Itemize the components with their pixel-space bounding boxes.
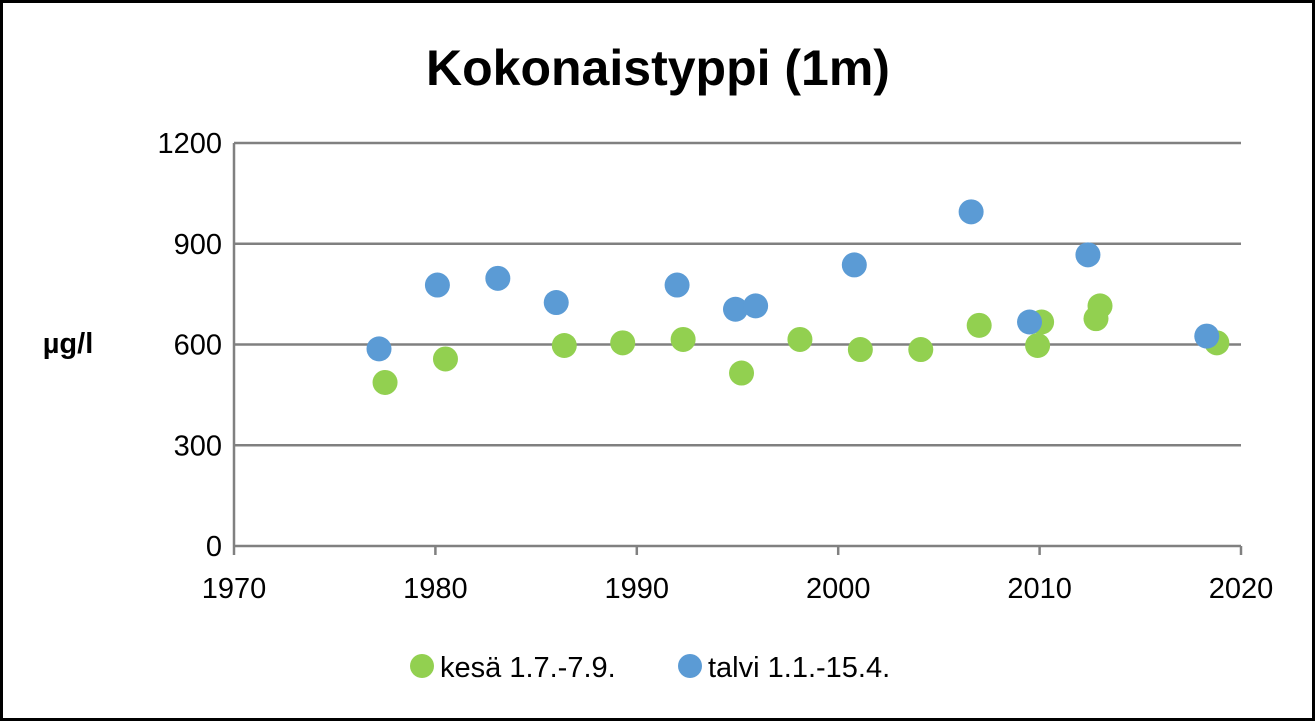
- x-tick-label: 2010: [1007, 573, 1072, 605]
- x-tick-labels: 1970 1980 1990 2000 2010 2020: [202, 573, 1274, 605]
- data-point: [425, 273, 450, 298]
- data-point: [729, 361, 754, 386]
- data-point: [367, 336, 392, 361]
- data-point: [743, 293, 768, 318]
- legend-marker: [678, 654, 702, 678]
- y-tick-label: 900: [174, 229, 222, 261]
- data-point: [610, 330, 635, 355]
- data-point: [1088, 293, 1113, 318]
- y-tick-label: 1200: [157, 128, 222, 160]
- x-tick-label: 2020: [1209, 573, 1274, 605]
- legend-label: talvi 1.1.-15.4.: [708, 652, 890, 684]
- data-point: [967, 313, 992, 338]
- data-point: [1017, 309, 1042, 334]
- legend-label: kesä 1.7.-7.9.: [440, 652, 616, 684]
- data-point: [908, 337, 933, 362]
- data-point: [433, 346, 458, 371]
- data-point: [1025, 333, 1050, 358]
- x-tick-label: 1990: [605, 573, 670, 605]
- x-tick-label: 2000: [806, 573, 871, 605]
- legend-marker: [410, 654, 434, 678]
- y-tick-labels: 0 300 600 900 1200: [157, 128, 222, 563]
- data-point: [848, 337, 873, 362]
- x-tick-label: 1980: [403, 573, 468, 605]
- data-point: [787, 327, 812, 352]
- gridlines: [234, 143, 1241, 445]
- y-tick-label: 0: [206, 531, 222, 563]
- y-tick-label: 300: [174, 430, 222, 462]
- data-point: [1075, 242, 1100, 267]
- data-point: [671, 327, 696, 352]
- data-point: [959, 199, 984, 224]
- data-point: [1194, 324, 1219, 349]
- data-point: [665, 273, 690, 298]
- legend: kesä 1.7.-7.9. talvi 1.1.-15.4.: [410, 652, 890, 684]
- x-tick-label: 1970: [202, 573, 267, 605]
- data-point: [485, 266, 510, 291]
- y-axis-label: µg/l: [43, 328, 94, 360]
- data-point: [552, 333, 577, 358]
- data-points: [367, 199, 1230, 395]
- data-point: [544, 290, 569, 315]
- data-point: [842, 252, 867, 277]
- y-tick-label: 600: [174, 330, 222, 362]
- data-point: [373, 370, 398, 395]
- chart-title: Kokonaistyppi (1m): [426, 40, 890, 96]
